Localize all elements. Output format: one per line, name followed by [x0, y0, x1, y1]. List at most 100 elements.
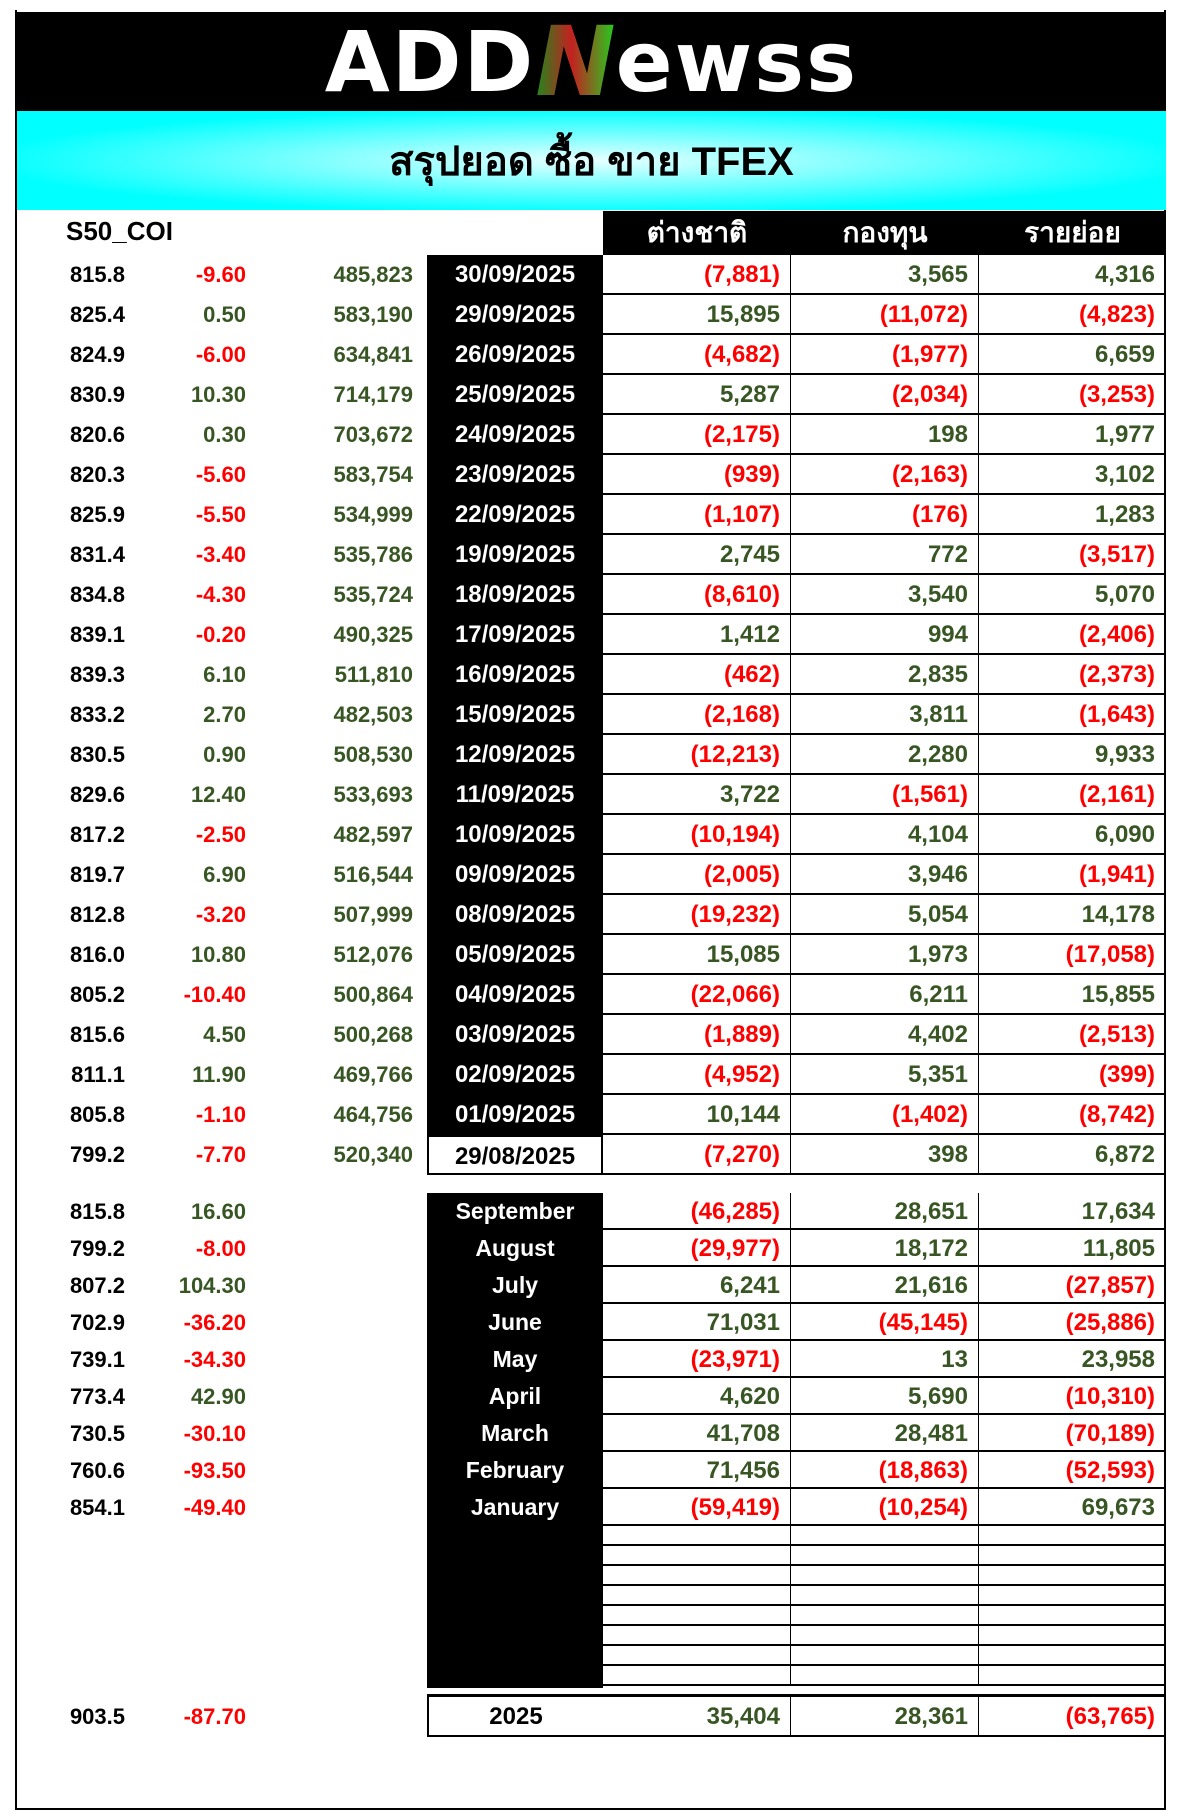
- empty-cell: [791, 1646, 979, 1666]
- change-value: 11.90: [192, 1062, 246, 1087]
- date-cell: 04/09/2025: [427, 975, 603, 1015]
- empty-cell: [603, 1626, 791, 1646]
- fund-cell: 398: [791, 1135, 979, 1175]
- change-value: -0.20: [195, 622, 246, 647]
- empty-cell: [791, 1586, 979, 1606]
- change-value: -1.10: [195, 1102, 246, 1127]
- retail-cell: (2,406): [979, 615, 1166, 655]
- retail-cell: (2,513): [979, 1015, 1166, 1055]
- date-cell: 01/09/2025: [427, 1095, 603, 1135]
- date-cell: 29/09/2025: [427, 295, 603, 335]
- retail-cell: (27,857): [979, 1267, 1166, 1304]
- retail-cell: (17,058): [979, 935, 1166, 975]
- fund-cell: 3,811: [791, 695, 979, 735]
- index-label: S50_COI: [66, 216, 173, 246]
- title-banner: สรุปยอด ซื้อ ขาย TFEX: [17, 111, 1166, 210]
- open-interest-value: 534,999: [333, 502, 413, 527]
- fund-cell: 5,351: [791, 1055, 979, 1095]
- fund-cell: 18,172: [791, 1230, 979, 1267]
- empty-cell: [979, 1646, 1166, 1666]
- logo-n-mark: N: [535, 5, 616, 118]
- foreign-cell: (4,682): [603, 335, 791, 375]
- retail-cell: 6,659: [979, 335, 1166, 375]
- retail-cell: (3,253): [979, 375, 1166, 415]
- retail-cell: (4,823): [979, 295, 1166, 335]
- column-header-foreign: ต่างชาติ: [603, 211, 791, 255]
- open-interest-value: 714,179: [333, 382, 413, 407]
- foreign-cell: (2,005): [603, 855, 791, 895]
- close-value: 815.6: [69, 1022, 125, 1047]
- empty-cell: [603, 1646, 791, 1666]
- retail-cell: (52,593): [979, 1452, 1166, 1489]
- foreign-cell: (12,213): [603, 735, 791, 775]
- retail-cell: 69,673: [979, 1489, 1166, 1526]
- close-value: 820.3: [69, 462, 125, 487]
- close-value: 830.9: [69, 382, 125, 407]
- close-value: 799.2: [69, 1236, 125, 1261]
- change-value: 104.30: [178, 1273, 246, 1298]
- retail-cell: (10,310): [979, 1378, 1166, 1415]
- empty-cell: [791, 1626, 979, 1646]
- open-interest-value: 634,841: [333, 342, 413, 367]
- empty-cell: [979, 1566, 1166, 1586]
- fund-cell: (2,034): [791, 375, 979, 415]
- empty-cell: [603, 1586, 791, 1606]
- fund-cell: 28,361: [791, 1697, 979, 1737]
- date-cell: 23/09/2025: [427, 455, 603, 495]
- date-cell: 05/09/2025: [427, 935, 603, 975]
- fund-cell: (18,863): [791, 1452, 979, 1489]
- change-value: 6.10: [203, 662, 246, 687]
- date-cell: 09/09/2025: [427, 855, 603, 895]
- fund-cell: (1,977): [791, 335, 979, 375]
- empty-cell: [979, 1546, 1166, 1566]
- retail-cell: 9,933: [979, 735, 1166, 775]
- change-value: 10.30: [190, 382, 246, 407]
- fund-cell: 5,690: [791, 1378, 979, 1415]
- period-cell: July: [427, 1267, 603, 1304]
- retail-cell: 17,634: [979, 1193, 1166, 1230]
- fund-cell: (11,072): [791, 295, 979, 335]
- close-value: 807.2: [69, 1273, 125, 1298]
- retail-cell: 3,102: [979, 455, 1166, 495]
- open-interest-value: 583,754: [333, 462, 413, 487]
- period-cell: 2025: [427, 1697, 603, 1737]
- empty-cell: [603, 1606, 791, 1626]
- date-cell: 22/09/2025: [427, 495, 603, 535]
- change-value: -2.50: [195, 822, 246, 847]
- open-interest-value: 533,693: [333, 782, 413, 807]
- foreign-cell: (2,168): [603, 695, 791, 735]
- foreign-cell: 71,456: [603, 1452, 791, 1489]
- retail-cell: 15,855: [979, 975, 1166, 1015]
- close-value: 839.1: [69, 622, 125, 647]
- close-value: 739.1: [69, 1347, 125, 1372]
- close-value: 833.2: [69, 702, 125, 727]
- foreign-cell: 3,722: [603, 775, 791, 815]
- foreign-cell: (22,066): [603, 975, 791, 1015]
- empty-cell: [603, 1546, 791, 1566]
- open-interest-value: 482,597: [333, 822, 413, 847]
- fund-cell: 2,835: [791, 655, 979, 695]
- open-interest-value: 512,076: [333, 942, 413, 967]
- foreign-cell: 5,287: [603, 375, 791, 415]
- empty-cell: [979, 1526, 1166, 1546]
- date-cell: 30/09/2025: [427, 255, 603, 295]
- period-cell: March: [427, 1415, 603, 1452]
- change-value: -9.60: [195, 262, 246, 287]
- date-cell: 12/09/2025: [427, 735, 603, 775]
- foreign-cell: (29,977): [603, 1230, 791, 1267]
- foreign-cell: 15,085: [603, 935, 791, 975]
- open-interest-value: 507,999: [333, 902, 413, 927]
- fund-cell: (176): [791, 495, 979, 535]
- open-interest-value: 508,530: [333, 742, 413, 767]
- open-interest-value: 490,325: [333, 622, 413, 647]
- close-value: 854.1: [69, 1495, 125, 1520]
- open-interest-value: 535,724: [333, 582, 413, 607]
- open-interest-value: 703,672: [333, 422, 413, 447]
- open-interest-value: 500,268: [333, 1022, 413, 1047]
- change-value: -6.00: [195, 342, 246, 367]
- close-value: 773.4: [69, 1384, 125, 1409]
- foreign-cell: 4,620: [603, 1378, 791, 1415]
- foreign-cell: 1,412: [603, 615, 791, 655]
- change-value: 10.80: [190, 942, 246, 967]
- retail-cell: 1,977: [979, 415, 1166, 455]
